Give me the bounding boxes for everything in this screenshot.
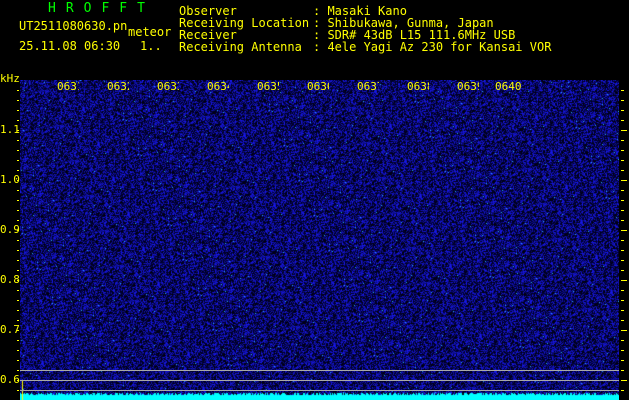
file-name: UT2511080630.pn bbox=[19, 19, 128, 33]
y-tick bbox=[621, 210, 624, 211]
y-tick bbox=[17, 360, 19, 361]
y-tick bbox=[17, 190, 19, 191]
y-tick bbox=[621, 150, 624, 151]
y-tick-label: 0.6 bbox=[0, 373, 20, 386]
time-label: 0639 bbox=[457, 81, 479, 93]
y-tick bbox=[621, 260, 624, 261]
y-tick bbox=[17, 130, 19, 131]
y-tick bbox=[621, 290, 624, 291]
y-tick bbox=[17, 140, 19, 141]
y-tick bbox=[621, 140, 624, 141]
observer-label: Observer bbox=[179, 4, 237, 18]
y-tick bbox=[17, 280, 19, 281]
y-tick bbox=[17, 120, 19, 121]
guide-line-upper bbox=[20, 370, 619, 371]
y-tick-label: 0.9 bbox=[0, 223, 20, 236]
time-label: 0634 bbox=[207, 81, 229, 93]
time-label: 0633 bbox=[157, 81, 179, 93]
guide-line-lower bbox=[20, 390, 619, 391]
y-tick bbox=[621, 380, 627, 381]
y-tick bbox=[621, 90, 624, 91]
y-tick bbox=[621, 310, 624, 311]
y-tick bbox=[621, 130, 627, 131]
guide-line-center bbox=[20, 380, 619, 381]
y-tick bbox=[17, 150, 19, 151]
y-tick bbox=[621, 300, 624, 301]
y-tick bbox=[17, 300, 19, 301]
y-tick bbox=[621, 170, 624, 171]
y-tick bbox=[17, 220, 19, 221]
observer-value: : Masaki Kano bbox=[313, 4, 407, 18]
time-label: 0632 bbox=[107, 81, 129, 93]
time-label: 0638 bbox=[407, 81, 429, 93]
y-tick bbox=[17, 230, 19, 231]
time-label: 0637 bbox=[357, 81, 379, 93]
location-label: Receiving Location bbox=[179, 16, 310, 30]
y-tick bbox=[17, 380, 19, 381]
y-tick bbox=[17, 310, 19, 311]
y-tick bbox=[17, 200, 19, 201]
extra-label: 1.. bbox=[140, 39, 162, 53]
y-tick bbox=[17, 250, 19, 251]
time-label: 0636 bbox=[307, 81, 329, 93]
y-tick bbox=[17, 110, 19, 111]
time-label: 0631 bbox=[57, 81, 79, 93]
y-tick bbox=[621, 320, 624, 321]
y-tick-label: 0.7 bbox=[0, 323, 20, 336]
y-tick bbox=[621, 160, 624, 161]
y-tick bbox=[621, 190, 624, 191]
y-tick-label: 1.0 bbox=[0, 173, 20, 186]
y-tick bbox=[621, 240, 624, 241]
receiver-label: Receiver bbox=[179, 28, 237, 42]
y-tick bbox=[17, 350, 19, 351]
y-tick bbox=[621, 180, 627, 181]
app-title: HROFFT bbox=[48, 1, 155, 16]
y-tick bbox=[17, 100, 19, 101]
antenna-label: Receiving Antenna bbox=[179, 40, 302, 54]
mode-label: meteor bbox=[128, 25, 172, 39]
datetime: 25.11.08 06:30 bbox=[19, 39, 121, 53]
y-tick bbox=[17, 390, 19, 391]
time-label: 0635 bbox=[257, 81, 279, 93]
y-tick bbox=[17, 260, 19, 261]
y-tick bbox=[621, 100, 624, 101]
y-tick bbox=[621, 370, 624, 371]
y-tick bbox=[17, 330, 19, 331]
y-tick bbox=[621, 250, 624, 251]
y-tick bbox=[621, 270, 624, 271]
y-tick-label: 0.8 bbox=[0, 273, 20, 286]
antenna-value: : 4ele Yagi Az 230 for Kansai VOR bbox=[313, 40, 552, 54]
y-tick bbox=[17, 320, 19, 321]
y-tick bbox=[621, 120, 624, 121]
y-axis-unit: kHz bbox=[0, 72, 20, 85]
y-tick bbox=[621, 230, 627, 231]
y-tick bbox=[621, 280, 627, 281]
y-tick bbox=[621, 330, 627, 331]
receiver-value: : SDR# 43dB L15 111.6MHz USB bbox=[313, 28, 516, 42]
y-tick bbox=[17, 160, 19, 161]
y-tick bbox=[17, 340, 19, 341]
y-tick bbox=[17, 170, 19, 171]
spectrogram bbox=[20, 80, 619, 400]
y-tick bbox=[17, 370, 19, 371]
y-tick bbox=[621, 110, 624, 111]
y-tick bbox=[17, 90, 19, 91]
y-tick bbox=[621, 360, 624, 361]
y-tick bbox=[621, 200, 624, 201]
y-tick bbox=[17, 270, 19, 271]
time-label: 0640 bbox=[495, 81, 522, 93]
y-tick bbox=[17, 180, 19, 181]
y-tick bbox=[621, 220, 624, 221]
y-tick-label: 1.1 bbox=[0, 123, 20, 136]
y-tick bbox=[621, 390, 624, 391]
y-tick bbox=[17, 210, 19, 211]
location-value: : Shibukawa, Gunma, Japan bbox=[313, 16, 494, 30]
y-tick bbox=[17, 240, 19, 241]
y-tick bbox=[621, 350, 624, 351]
y-tick bbox=[17, 290, 19, 291]
y-tick bbox=[621, 340, 624, 341]
